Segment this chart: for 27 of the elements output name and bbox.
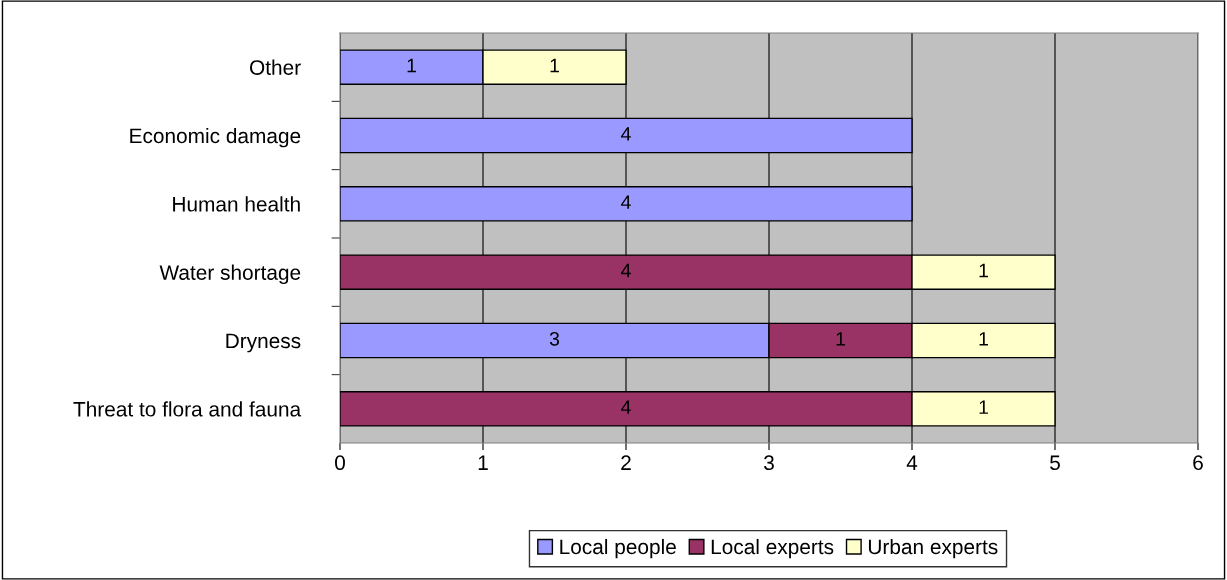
x-tick-label: 0 xyxy=(335,455,345,471)
data-label: 1 xyxy=(550,58,559,73)
data-label: 4 xyxy=(621,400,631,414)
y-tick-label: Economic damage xyxy=(130,127,301,148)
data-label: 1 xyxy=(979,263,988,278)
x-tick-label: 4 xyxy=(906,455,918,470)
y-tick-label: Threat to flora and fauna xyxy=(73,401,302,417)
legend-label: Urban experts xyxy=(868,538,998,559)
legend-label: Local experts xyxy=(711,538,834,559)
x-tick-label: 3 xyxy=(764,455,774,471)
data-label: 1 xyxy=(979,332,988,346)
x-tick-label: 5 xyxy=(1050,455,1060,471)
y-tick-label: Dryness xyxy=(226,333,301,353)
y-tick-label: Water shortage xyxy=(159,264,301,285)
x-tick-label: 6 xyxy=(1193,455,1203,471)
data-label: 1 xyxy=(979,400,988,414)
y-tick-label: Other xyxy=(250,59,301,75)
data-label: 3 xyxy=(549,331,560,346)
x-tick-label: 1 xyxy=(478,455,488,470)
data-label: 4 xyxy=(621,263,631,278)
data-label: 1 xyxy=(407,58,416,73)
x-tick-label: 2 xyxy=(621,455,631,470)
y-tick-label: Human health xyxy=(173,196,300,212)
data-label: 4 xyxy=(621,127,631,141)
data-label: 4 xyxy=(621,195,631,209)
data-label: 1 xyxy=(836,332,845,346)
legend-label: Local people xyxy=(560,538,676,559)
